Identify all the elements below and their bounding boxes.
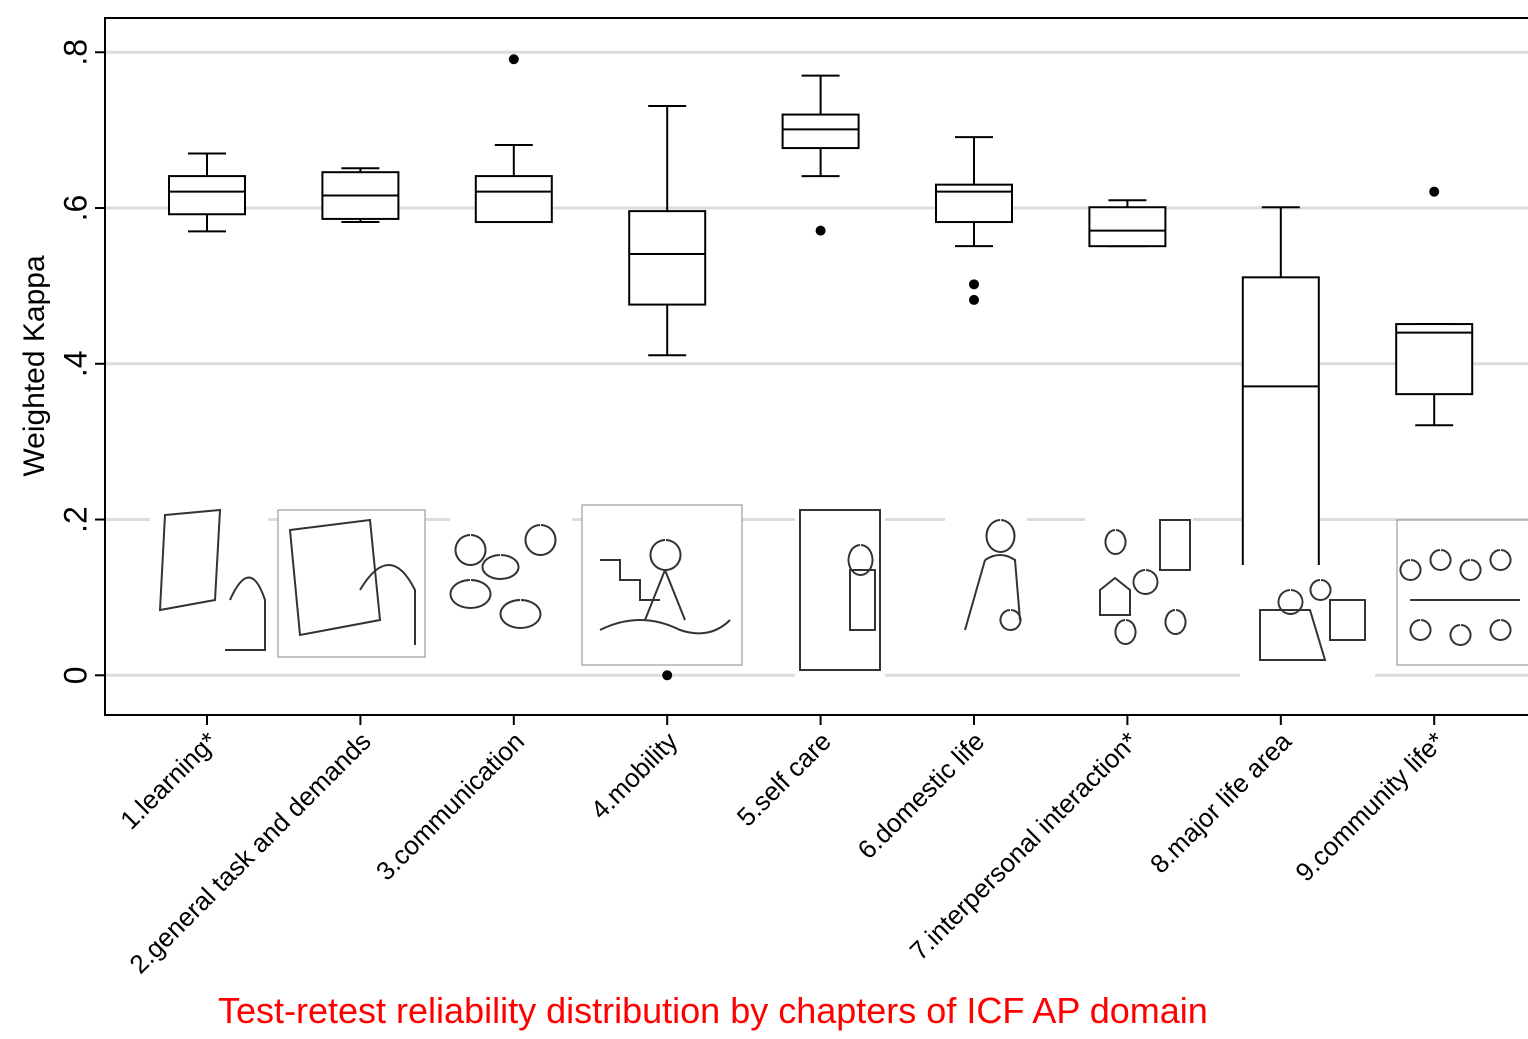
box [1089,207,1165,246]
box [936,185,1012,222]
illustration [582,505,742,665]
box [629,211,705,304]
illustration [150,505,268,655]
box [169,176,245,214]
y-axis-label: Weighted Kappa [18,255,51,477]
illustration [1397,520,1528,665]
box [476,176,552,222]
outlier [816,226,826,236]
illustration [1085,515,1193,647]
y-tick-label: 0 [57,666,93,684]
illustration [795,505,885,690]
outlier [969,279,979,289]
chart-title: Test-retest reliability distribution by … [218,990,1208,1031]
box [1396,324,1472,394]
box [783,115,859,148]
y-tick-label: .6 [57,195,93,222]
y-tick-label: .2 [57,506,93,533]
outlier [662,670,672,680]
outlier [509,54,519,64]
box [1243,277,1319,574]
outlier [969,295,979,305]
y-tick-label: .8 [57,39,93,66]
y-tick-label: .4 [57,350,93,377]
outlier [1429,187,1439,197]
chart: 0.2.4.6.81.learning*2.general task and d… [0,0,1528,1039]
